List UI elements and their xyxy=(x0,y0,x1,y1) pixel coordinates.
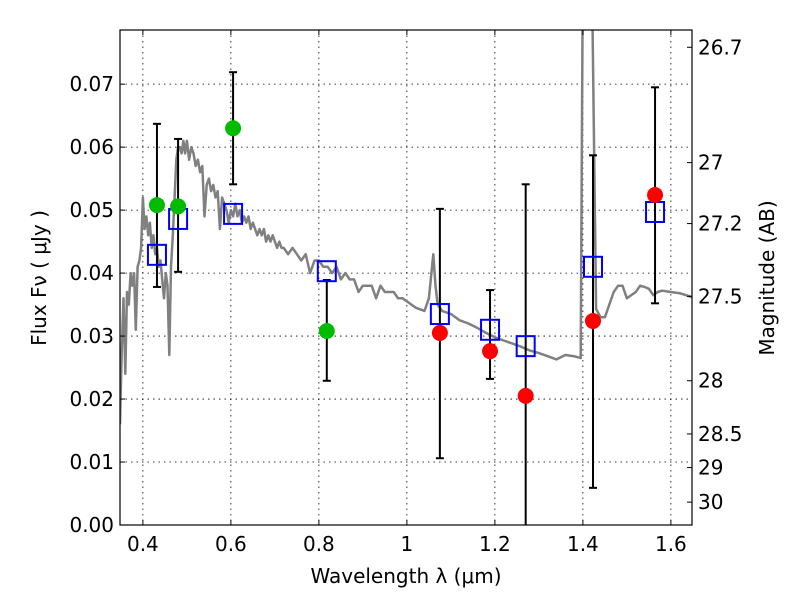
x-axis-label: Wavelength λ (μm) xyxy=(310,564,501,588)
right-tick-label: 28 xyxy=(698,369,723,393)
right-tick-label: 30 xyxy=(698,490,723,514)
x-tick-label: 1.4 xyxy=(567,532,599,556)
right-tick-label: 26.7 xyxy=(698,35,743,59)
spectrum-layer xyxy=(120,30,692,425)
x-tick-label: 0.4 xyxy=(127,532,159,556)
right-tick-label: 28.5 xyxy=(698,422,743,446)
x-tick-label: 0.6 xyxy=(215,532,247,556)
spectrum-line xyxy=(120,30,692,425)
right-tick-label: 27 xyxy=(698,151,723,175)
model-photometry-square xyxy=(429,303,450,326)
model-photometry-square xyxy=(223,202,244,225)
observed-flux-point xyxy=(647,187,664,203)
observed-flux-point xyxy=(148,197,165,214)
plot-frame xyxy=(119,29,693,526)
y-tick-label: 0.03 xyxy=(69,324,114,348)
observed-flux-point xyxy=(170,198,187,215)
y-tick-label: 0.04 xyxy=(69,261,114,285)
observed-flux-point xyxy=(318,323,335,340)
y-tick-label: 0.07 xyxy=(69,72,114,96)
right-tick-label: 27.5 xyxy=(698,284,743,308)
x-tick-label: 1.2 xyxy=(479,532,511,556)
model-photometry-square xyxy=(583,255,603,278)
right-axis-label: Magnitude (AB) xyxy=(755,200,779,355)
observed-flux-point xyxy=(585,312,601,329)
x-tick-label: 1 xyxy=(401,532,414,556)
model-photometry-square xyxy=(480,318,501,341)
y-tick-label: 0.06 xyxy=(69,135,114,159)
y-axis-left: 0.00 0.01 0.02 0.03 0.04 0.05 0.06 0.07 xyxy=(69,72,125,537)
y-axis-label-text: Flux Fν ( μJy ) xyxy=(27,210,51,346)
right-axis-label-text: Magnitude (AB) xyxy=(755,200,779,355)
y-tick-label: 0.00 xyxy=(69,513,114,537)
observed-flux-point xyxy=(482,343,499,360)
y-tick-label: 0.05 xyxy=(69,198,114,222)
model-photometry-square xyxy=(316,260,337,283)
markers xyxy=(146,120,666,404)
y-axis-right: 26.7 27 27.2 27.5 28 28.5 29 30 xyxy=(687,35,743,514)
y-axis-label: Flux Fν ( μJy ) xyxy=(27,210,51,346)
observed-flux-point xyxy=(225,120,242,137)
right-tick-label: 27.2 xyxy=(698,212,743,236)
x-tick-label: 1.6 xyxy=(655,532,687,556)
y-tick-label: 0.02 xyxy=(69,387,114,411)
model-photometry-square xyxy=(515,335,536,358)
observed-flux-point xyxy=(517,387,534,404)
x-tick-label: 0.8 xyxy=(303,532,335,556)
plot-area xyxy=(120,30,692,525)
right-tick-label: 29 xyxy=(698,456,723,480)
observed-flux-point xyxy=(431,324,448,341)
y-tick-label: 0.01 xyxy=(69,450,114,474)
model-photometry-square xyxy=(146,243,167,266)
x-axis: 0.4 0.6 0.8 1 1.2 1.4 1.6 xyxy=(127,30,687,556)
